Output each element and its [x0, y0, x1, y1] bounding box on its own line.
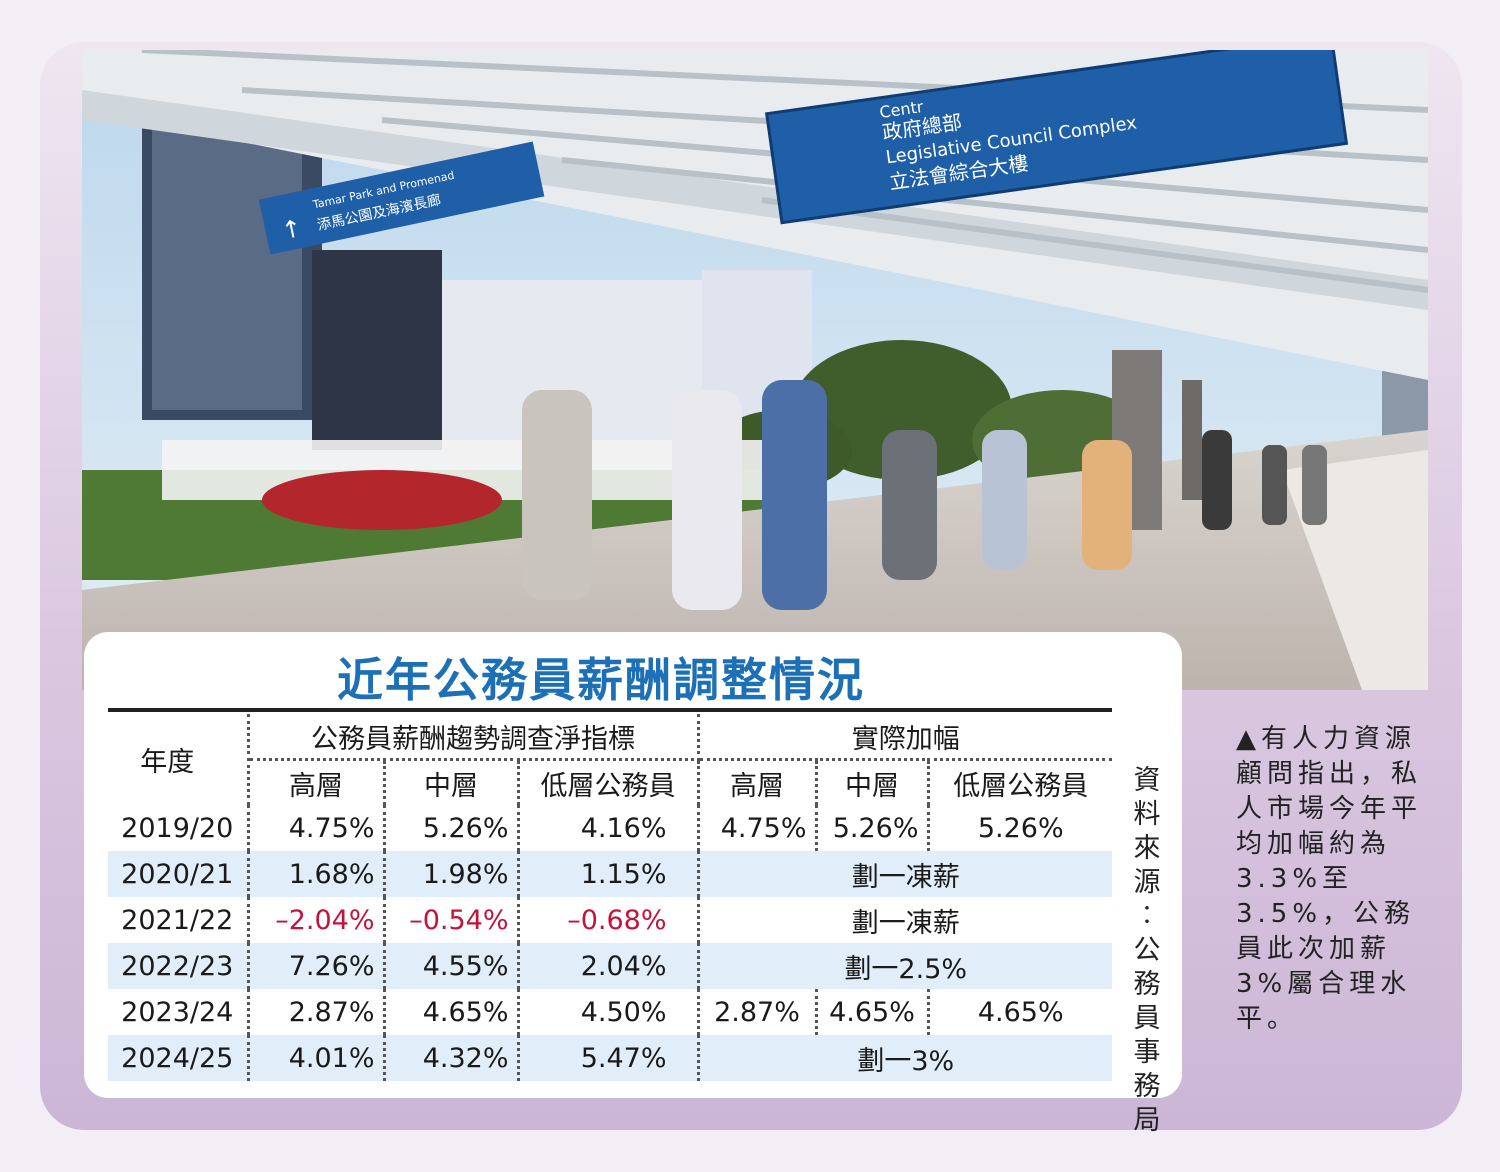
salary-table-card: 近年公務員薪酬調整情況 年度 公務員薪酬趨勢調查淨指標 實際加幅 高層 中層 低…	[84, 632, 1182, 1098]
source-note-char: 務	[1133, 1071, 1161, 1102]
table-row: 2023/24 2.87% 4.65% 4.50% 2.87% 4.65% 4.…	[108, 989, 1112, 1035]
merged-value-cell: 劃一3%	[698, 1035, 1112, 1081]
value-cell: 4.01%	[248, 1035, 386, 1081]
table-row: 2021/22 –2.04% –0.54% –0.68% 劃一凍薪	[108, 897, 1112, 943]
value-cell: 5.26%	[816, 805, 930, 851]
table-title: 近年公務員薪酬調整情況	[337, 653, 865, 707]
table-row: 2020/21 1.68% 1.98% 1.15% 劃一凍薪	[108, 851, 1112, 897]
value-cell: 1.98%	[384, 851, 520, 897]
value-cell: 2.87%	[248, 989, 386, 1035]
salary-table: 年度 公務員薪酬趨勢調查淨指標 實際加幅 高層 中層 低層公務員 高層 中層 低…	[108, 714, 1112, 1081]
negative-value-cell: –0.54%	[384, 897, 520, 943]
value-cell: 5.26%	[977, 812, 1064, 844]
value-cell: 4.75%	[248, 805, 386, 851]
year-cell: 2022/23	[108, 943, 250, 989]
year-header: 年度	[108, 714, 250, 805]
value-cell: 4.55%	[384, 943, 520, 989]
source-note-char: 務	[1133, 969, 1161, 1000]
value-cell: 5.47%	[518, 1035, 700, 1081]
merged-value-cell: 劃一2.5%	[698, 943, 1112, 989]
table-row: 2022/23 7.26% 4.55% 2.04% 劃一2.5%	[108, 943, 1112, 989]
news-photo: Centr 政府總部 Legislative Council Complex 立…	[82, 50, 1428, 690]
actual-senior-header: 高層	[698, 759, 818, 805]
merged-value-cell: 劃一凍薪	[698, 851, 1112, 897]
index-group-header: 公務員薪酬趨勢調查淨指標	[248, 714, 700, 761]
value-cell: 2.87%	[698, 989, 818, 1035]
value-cell: 4.32%	[384, 1035, 520, 1081]
actual-group-header: 實際加幅	[698, 714, 1112, 761]
header-row-1: 年度 公務員薪酬趨勢調查淨指標 實際加幅	[108, 714, 1112, 805]
value-cell: 7.26%	[248, 943, 386, 989]
value-cell: 1.15%	[518, 851, 700, 897]
negative-value-cell: –0.68%	[518, 897, 700, 943]
idx-middle-header: 中層	[384, 759, 520, 805]
value-cell: 4.50%	[518, 989, 700, 1035]
year-cell: 2024/25	[108, 1035, 250, 1081]
value-cell: 4.65%	[977, 996, 1064, 1028]
value-cell: 4.16%	[518, 805, 700, 851]
source-note-char: 員	[1133, 1003, 1161, 1034]
source-note-char: ︰	[1133, 901, 1161, 932]
year-cell: 2023/24	[108, 989, 250, 1035]
source-note-char: 事	[1133, 1037, 1161, 1068]
photo-caption: ▲有人力資源顧問指出，私人市場今年平均加幅約為3.3%至3.5%，公務員此次加薪…	[1236, 724, 1423, 1034]
title-rule	[108, 708, 1112, 712]
actual-lower-header: 低層公務員	[953, 770, 1089, 802]
year-cell: 2020/21	[108, 851, 250, 897]
negative-value-cell: –2.04%	[248, 897, 386, 943]
value-cell: 5.26%	[384, 805, 520, 851]
idx-senior-header: 高層	[248, 759, 386, 805]
source-note-char: 局	[1133, 1105, 1161, 1136]
source-note-char: 資	[1133, 765, 1161, 796]
table-row: 2019/20 4.75% 5.26% 4.16% 4.75% 5.26% 5.…	[108, 805, 1112, 851]
value-cell: 4.65%	[816, 989, 930, 1035]
value-cell: 1.68%	[248, 851, 386, 897]
value-cell: 4.75%	[698, 805, 818, 851]
table-row: 2024/25 4.01% 4.32% 5.47% 劃一3%	[108, 1035, 1112, 1081]
source-note-char: 來	[1133, 833, 1161, 864]
header-row-2: 高層 中層 低層公務員 高層 中層 低層公務員	[108, 759, 1112, 805]
actual-middle-header: 中層	[816, 759, 930, 805]
source-note-char: 料	[1133, 799, 1161, 830]
value-cell: 4.65%	[384, 989, 520, 1035]
source-note-char: 公	[1133, 935, 1161, 966]
value-cell: 2.04%	[518, 943, 700, 989]
year-cell: 2019/20	[108, 805, 250, 851]
idx-lower-header: 低層公務員	[518, 759, 700, 805]
source-note: 資料來源 ︰ 公務員事務局	[1130, 764, 1164, 1138]
year-cell: 2021/22	[108, 897, 250, 943]
merged-value-cell: 劃一凍薪	[851, 907, 960, 939]
source-note-char: 源	[1133, 867, 1161, 898]
